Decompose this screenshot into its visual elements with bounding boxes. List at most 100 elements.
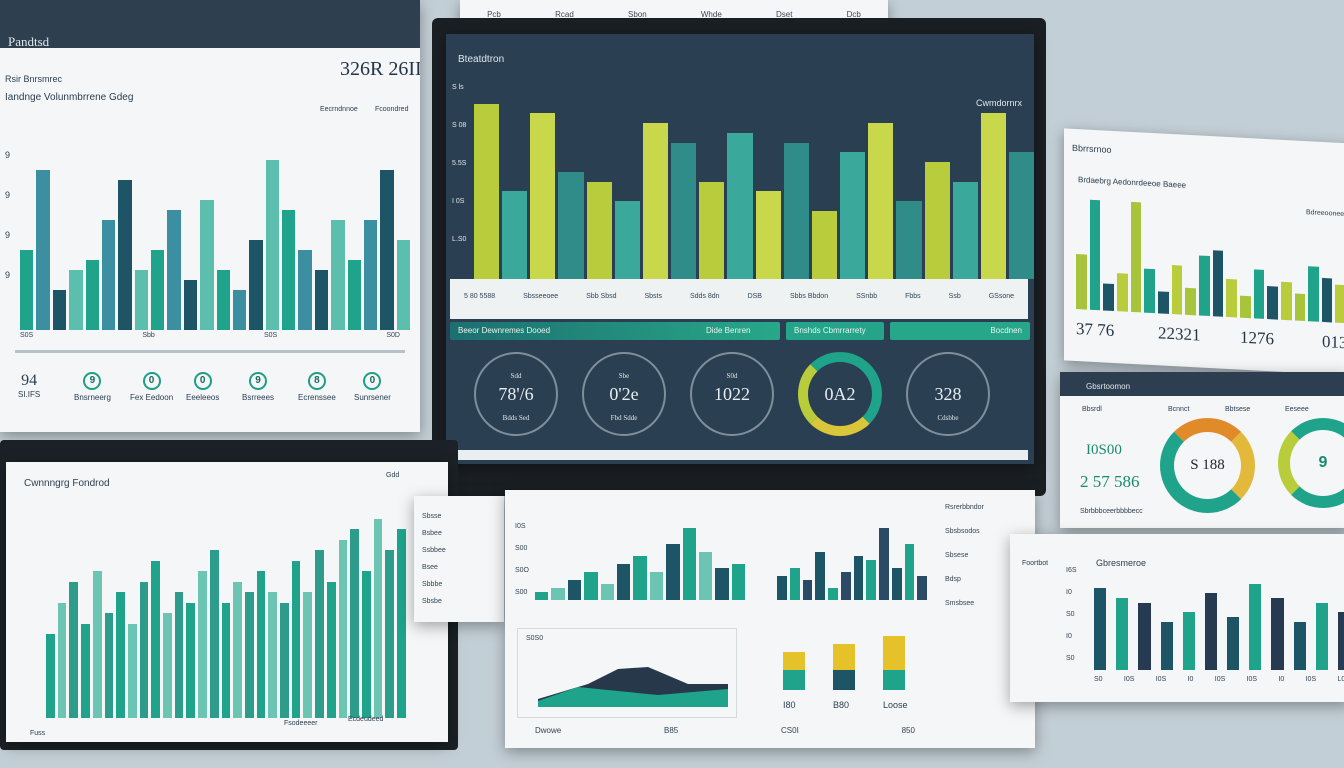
y-tick-label: S ls	[452, 84, 464, 91]
y-tick-label: S00	[515, 545, 528, 552]
bar	[380, 170, 394, 330]
subtitle: Brdaebrg Aedonrdeeoe Baeee	[1078, 175, 1187, 190]
x-tick-label: I0S	[1123, 676, 1135, 683]
kpi-label: Bsrreees	[242, 393, 275, 402]
kpi-item[interactable]: 0 Fex Eedoon	[130, 372, 173, 402]
bar	[642, 123, 669, 279]
x-tick-label: Sbbs Bbdon	[789, 293, 829, 300]
y-tick-label: S 08	[452, 122, 467, 129]
y-tick-label: 9	[5, 230, 11, 240]
bar	[614, 201, 640, 279]
bar	[36, 170, 50, 330]
bar	[167, 210, 181, 330]
bar	[303, 592, 313, 718]
bar-label: Loose	[883, 700, 908, 710]
bar	[127, 623, 137, 718]
x-tick-label: Fbbs	[905, 293, 921, 300]
y-tick-label: S0	[1066, 655, 1075, 662]
kpi-item[interactable]: 0 Sunrsener	[354, 372, 391, 402]
y-tick-label: I6S	[1066, 567, 1077, 574]
bar	[715, 568, 729, 600]
bar	[811, 210, 838, 279]
x-tick-label: I0S	[1214, 676, 1226, 683]
gauge: 0'2e Sbe Fbd Sdde	[582, 352, 666, 436]
x-tick-label: Ssb	[948, 293, 961, 300]
stacked-bar	[883, 636, 905, 690]
subtitle-2: Iandnge Volunmbrrene Gdeg	[5, 92, 134, 103]
x-tick-label: Sbsseeoee	[523, 293, 559, 300]
kpi-item[interactable]: 94 SI.IFS	[18, 372, 40, 399]
bar	[567, 580, 582, 600]
kpi-value: 1276	[1240, 327, 1274, 349]
button[interactable]: Bnshds Cbmrrarrety	[786, 322, 884, 340]
bar	[530, 113, 556, 279]
side-label: Smsbsee	[945, 600, 975, 607]
bar-segment	[833, 670, 855, 690]
gauge: S 188	[1160, 418, 1255, 513]
title: Bteatdtron	[458, 54, 505, 65]
bar	[1103, 282, 1114, 312]
stacked-bar-chart: I80 B80 Loose	[753, 628, 923, 710]
bar	[474, 103, 500, 279]
bar	[385, 550, 395, 718]
strip-label: Sbon	[627, 10, 647, 19]
kpi-item[interactable]: 0 Eeeleeos	[186, 372, 219, 402]
kpi-item[interactable]: 8 Ecrenssee	[298, 372, 336, 402]
x-tick-label: S0S	[20, 332, 34, 339]
bar	[20, 250, 34, 330]
bar	[1157, 291, 1169, 314]
bar	[1160, 622, 1173, 670]
legend-item: Eecrndnnoe	[320, 106, 358, 113]
bar	[879, 528, 889, 600]
bar	[331, 220, 345, 330]
title: Gbsrtoomon	[1086, 382, 1131, 391]
bar	[1094, 588, 1107, 670]
bar	[600, 584, 614, 600]
bar	[69, 270, 83, 330]
bar	[666, 544, 680, 600]
bar	[1294, 292, 1306, 322]
title: Cwnnngrg Fondrod	[24, 478, 110, 489]
bar	[698, 552, 713, 600]
bar	[350, 529, 359, 718]
y-tick-label: 9	[5, 150, 11, 160]
bar	[198, 571, 207, 718]
kpi-value: 37 76	[1076, 319, 1115, 341]
metric-icon: 9	[249, 372, 267, 390]
bar-chart	[535, 520, 746, 600]
bar	[1308, 266, 1319, 322]
bar	[81, 623, 90, 718]
bar	[338, 539, 348, 718]
gauge-label: Sdd	[510, 372, 522, 380]
y-tick-label: S00	[515, 589, 528, 596]
y-tick-label: S0	[1066, 611, 1075, 618]
footer-label: B85	[664, 726, 679, 735]
bar	[1267, 286, 1278, 320]
scrollbar[interactable]	[15, 350, 405, 353]
bar-segment	[783, 670, 805, 690]
bar	[1335, 284, 1344, 324]
y-tick-label: 5.5S	[452, 160, 467, 167]
x-tick-label: S0	[1094, 676, 1103, 683]
stacked-bar	[833, 644, 855, 690]
bar	[755, 191, 781, 279]
x-tick-label: I0S	[1305, 676, 1317, 683]
y-tick-label: S0O	[515, 567, 530, 574]
metric-icon: 0	[193, 372, 212, 390]
bar	[1116, 598, 1129, 670]
bar	[980, 113, 1006, 279]
button[interactable]: Bocdnen	[890, 322, 1030, 340]
bottom-right-dashboard: Foortbot Gbresmeroe I6S I0 S0 I0 S0 S0 I0S I0S…	[1010, 534, 1344, 702]
bar-label: I80	[783, 700, 796, 710]
kpi-item[interactable]: 9 Bsrreees	[242, 372, 274, 402]
kpi-item[interactable]: 9 Bnsrneerg	[74, 372, 111, 402]
gauge-value: 328	[934, 383, 962, 404]
bar	[551, 588, 565, 600]
bar-segment	[783, 652, 805, 670]
strip-label: Rcad	[555, 10, 574, 19]
button[interactable]: Dide Benren	[706, 326, 751, 335]
label: Bcnnct	[1168, 406, 1190, 413]
gauge: 1022 S0d	[690, 352, 774, 436]
bar	[699, 181, 725, 279]
x-tick-label: I0	[1278, 676, 1285, 683]
